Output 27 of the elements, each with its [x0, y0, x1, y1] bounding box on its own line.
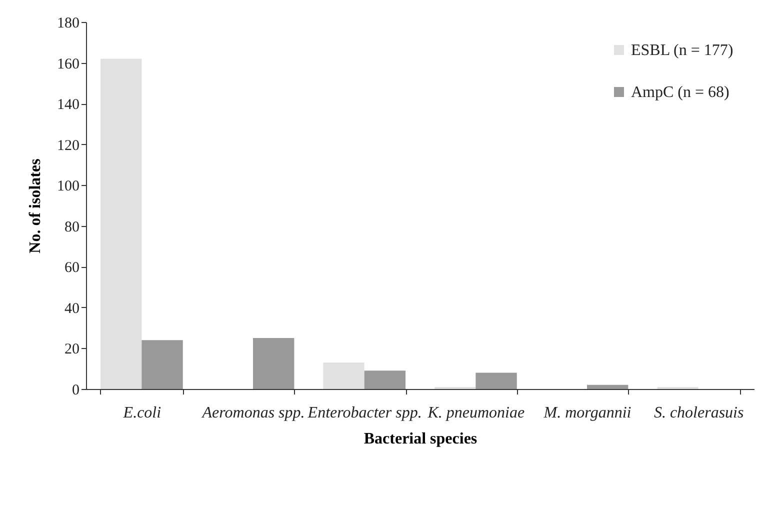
y-tick-label: 20: [64, 342, 80, 358]
x-tick-label: M. morgannii: [542, 404, 632, 422]
y-tick-label: 100: [57, 178, 80, 195]
y-tick-label: 40: [64, 300, 80, 317]
legend-label: ESBL (n = 177): [631, 42, 734, 59]
bar: [253, 338, 294, 389]
x-tick-label: Enterobacter spp.: [306, 404, 422, 422]
legend-label: AmpC (n = 68): [631, 84, 730, 101]
y-tick-label: 120: [57, 138, 80, 154]
bar: [100, 58, 142, 389]
y-tick-label: 80: [64, 219, 80, 236]
y-tick-label: 180: [57, 16, 80, 32]
y-axis-title: No. of isolates: [27, 158, 44, 254]
y-tick-label: 160: [57, 56, 80, 72]
y-tick-label: 60: [64, 260, 80, 276]
bar: [476, 372, 517, 389]
bar: [364, 370, 406, 389]
y-tick-label: 0: [72, 382, 80, 398]
x-tick-label: S. cholerasuis: [654, 404, 744, 422]
bar: [142, 340, 183, 389]
x-axis-title: Bacterial species: [364, 430, 478, 448]
bar: [323, 362, 364, 389]
bar: [587, 384, 628, 389]
x-tick-label: E.coli: [122, 404, 162, 422]
y-tick-label: 140: [57, 97, 80, 114]
x-tick-label: K. pneumoniae: [426, 404, 525, 422]
x-tick-label: Aeromonas spp.: [201, 404, 305, 422]
